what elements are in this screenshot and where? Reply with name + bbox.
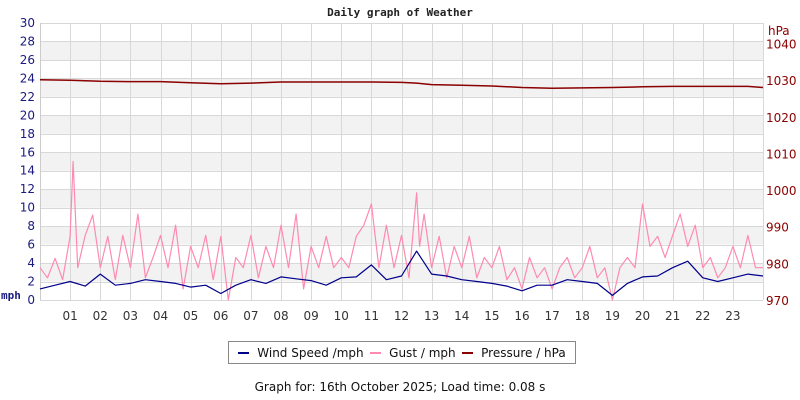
svg-text:22: 22 bbox=[695, 309, 710, 323]
svg-text:0: 0 bbox=[27, 293, 35, 307]
svg-text:17: 17 bbox=[544, 309, 559, 323]
svg-text:15: 15 bbox=[484, 309, 499, 323]
x-axis-ticks: 01 02 03 04 05 06 07 08 09 10 11 12 13 14 15 16 17 18 19 20… bbox=[62, 309, 740, 323]
svg-text:24: 24 bbox=[20, 71, 35, 85]
svg-text:1020: 1020 bbox=[766, 111, 797, 125]
svg-text:990: 990 bbox=[766, 221, 789, 235]
svg-text:16: 16 bbox=[20, 145, 35, 159]
chart-title: Daily graph of Weather bbox=[327, 6, 473, 19]
svg-text:14: 14 bbox=[20, 164, 35, 178]
legend-label: Pressure / hPa bbox=[481, 345, 566, 360]
svg-text:03: 03 bbox=[123, 309, 138, 323]
svg-text:4: 4 bbox=[27, 256, 35, 270]
svg-text:28: 28 bbox=[20, 34, 35, 48]
svg-text:20: 20 bbox=[635, 309, 650, 323]
y-axis-right-ticks: 970 980 990 1000 1010 1020 1030 1040 bbox=[766, 38, 797, 308]
svg-text:02: 02 bbox=[93, 309, 108, 323]
wind-speed-swatch-icon bbox=[238, 351, 250, 354]
svg-text:05: 05 bbox=[183, 309, 198, 323]
svg-text:970: 970 bbox=[766, 294, 789, 308]
svg-text:21: 21 bbox=[665, 309, 680, 323]
svg-text:8: 8 bbox=[27, 219, 35, 233]
svg-text:22: 22 bbox=[20, 90, 35, 104]
svg-text:12: 12 bbox=[394, 309, 409, 323]
legend-item-gust: Gust / mph bbox=[370, 345, 456, 360]
pressure-swatch-icon bbox=[462, 351, 474, 354]
graph-footer: Graph for: 16th October 2025; Load time:… bbox=[254, 380, 546, 394]
svg-text:26: 26 bbox=[20, 53, 35, 67]
y-axis-right-unit: hPa bbox=[768, 24, 790, 38]
svg-text:980: 980 bbox=[766, 257, 789, 271]
svg-text:12: 12 bbox=[20, 182, 35, 196]
svg-text:1010: 1010 bbox=[766, 147, 797, 161]
svg-text:06: 06 bbox=[213, 309, 228, 323]
svg-text:16: 16 bbox=[514, 309, 529, 323]
svg-text:1000: 1000 bbox=[766, 184, 797, 198]
grid-lines bbox=[40, 23, 764, 301]
svg-text:01: 01 bbox=[62, 309, 77, 323]
svg-text:13: 13 bbox=[424, 309, 439, 323]
svg-text:1030: 1030 bbox=[766, 74, 797, 88]
svg-text:10: 10 bbox=[20, 201, 35, 215]
weather-chart: Daily graph of Weather 02468101214161820… bbox=[1, 6, 797, 323]
svg-text:10: 10 bbox=[334, 309, 349, 323]
svg-text:07: 07 bbox=[243, 309, 258, 323]
gust-swatch-icon bbox=[370, 351, 382, 354]
legend-item-pressure: Pressure / hPa bbox=[462, 346, 566, 360]
svg-text:14: 14 bbox=[454, 309, 469, 323]
svg-text:6: 6 bbox=[27, 238, 35, 252]
svg-text:18: 18 bbox=[20, 127, 35, 141]
svg-text:11: 11 bbox=[364, 309, 379, 323]
legend-label: Gust / mph bbox=[389, 345, 456, 360]
plot-background-bands bbox=[40, 23, 763, 300]
svg-text:20: 20 bbox=[20, 108, 35, 122]
svg-text:1040: 1040 bbox=[766, 38, 797, 52]
chart-legend: Wind Speed /mph Gust / mph Pressure / hP… bbox=[228, 341, 576, 364]
y-axis-left-unit: mph bbox=[1, 289, 21, 302]
svg-text:09: 09 bbox=[303, 309, 318, 323]
svg-text:18: 18 bbox=[575, 309, 590, 323]
svg-text:23: 23 bbox=[725, 309, 740, 323]
data-series bbox=[39, 79, 764, 301]
svg-text:04: 04 bbox=[153, 309, 168, 323]
svg-text:08: 08 bbox=[273, 309, 288, 323]
svg-text:30: 30 bbox=[20, 16, 35, 30]
legend-label: Wind Speed /mph bbox=[257, 345, 364, 360]
legend-item-wind-speed: Wind Speed /mph bbox=[238, 345, 364, 360]
svg-text:2: 2 bbox=[27, 275, 35, 289]
svg-text:19: 19 bbox=[605, 309, 620, 323]
